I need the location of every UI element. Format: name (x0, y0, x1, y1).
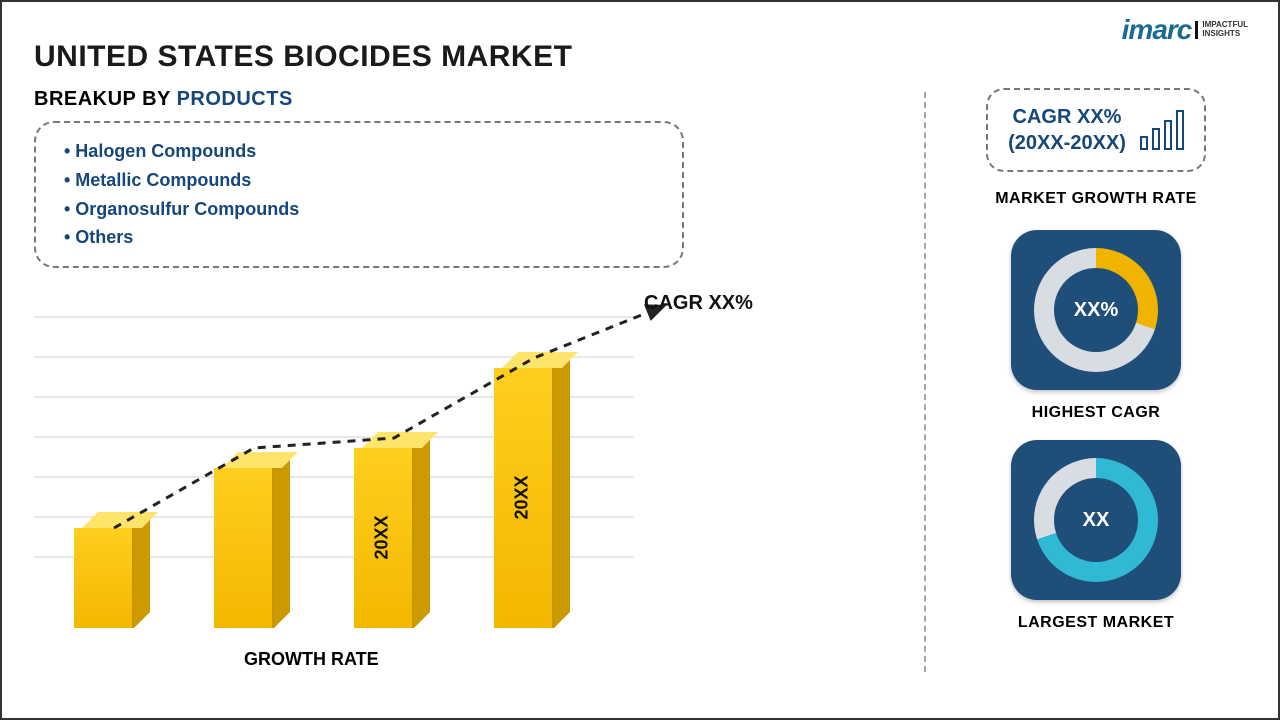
brand-logo: imarc IMPACTFUL INSIGHTS (1122, 14, 1248, 46)
breakup-box: • Halogen Compounds• Metallic Compounds•… (34, 121, 684, 268)
cagr-summary-box: CAGR XX% (20XX-20XX) (986, 88, 1206, 172)
breakup-prefix: BREAKUP BY (34, 88, 177, 110)
market-growth-rate-label: MARKET GROWTH RATE (995, 190, 1197, 208)
chart-x-label: GROWTH RATE (244, 649, 379, 670)
bar: 20XX (354, 448, 424, 628)
mini-bar (1152, 128, 1160, 150)
tiles-container: XX% HIGHEST CAGR XX LARGEST MARKET (1011, 230, 1181, 642)
breakup-item: • Halogen Compounds (64, 137, 654, 166)
donut-chart: XX% (1034, 248, 1158, 372)
cagr-summary-text: CAGR XX% (20XX-20XX) (1008, 104, 1126, 156)
highest-cagr-label: HIGHEST CAGR (1032, 404, 1161, 422)
breakup-highlight: PRODUCTS (177, 88, 293, 110)
logo-text: imarc (1122, 14, 1192, 46)
right-column: CAGR XX% (20XX-20XX) MARKET GROWTH RATE … (926, 88, 1246, 688)
largest-market-tile: XX (1011, 440, 1181, 600)
breakup-item: • Organosulfur Compounds (64, 195, 654, 224)
bar: 20XX (494, 368, 564, 628)
breakup-item: • Others (64, 223, 654, 252)
largest-market-label: LARGEST MARKET (1018, 614, 1174, 632)
breakup-item: • Metallic Compounds (64, 166, 654, 195)
page-title: UNITED STATES BIOCIDES MARKET (34, 40, 1246, 74)
bar-label: 20XX (512, 476, 533, 520)
mini-bar (1164, 120, 1172, 150)
gridline (34, 316, 635, 318)
logo-tagline: IMPACTFUL INSIGHTS (1195, 21, 1248, 39)
chart-bars: 20XX 20XX (74, 328, 564, 628)
donut-value: XX% (1054, 268, 1138, 352)
cagr-annotation: CAGR XX% (644, 292, 753, 315)
highest-cagr-tile: XX% (1011, 230, 1181, 390)
bar-label: 20XX (372, 516, 393, 560)
bar (214, 468, 284, 628)
donut-value: XX (1054, 478, 1138, 562)
mini-bar (1140, 136, 1148, 150)
growth-chart: 20XX20XX CAGR XX% GROWTH RATE (34, 298, 754, 658)
infographic-frame: imarc IMPACTFUL INSIGHTS UNITED STATES B… (0, 0, 1280, 720)
mini-bar-chart-icon (1140, 110, 1184, 150)
mini-bar (1176, 110, 1184, 150)
content-row: BREAKUP BY PRODUCTS • Halogen Compounds•… (34, 88, 1246, 688)
left-column: BREAKUP BY PRODUCTS • Halogen Compounds•… (34, 88, 924, 688)
donut-chart: XX (1034, 458, 1158, 582)
breakup-subtitle: BREAKUP BY PRODUCTS (34, 88, 894, 111)
bar (74, 528, 144, 628)
